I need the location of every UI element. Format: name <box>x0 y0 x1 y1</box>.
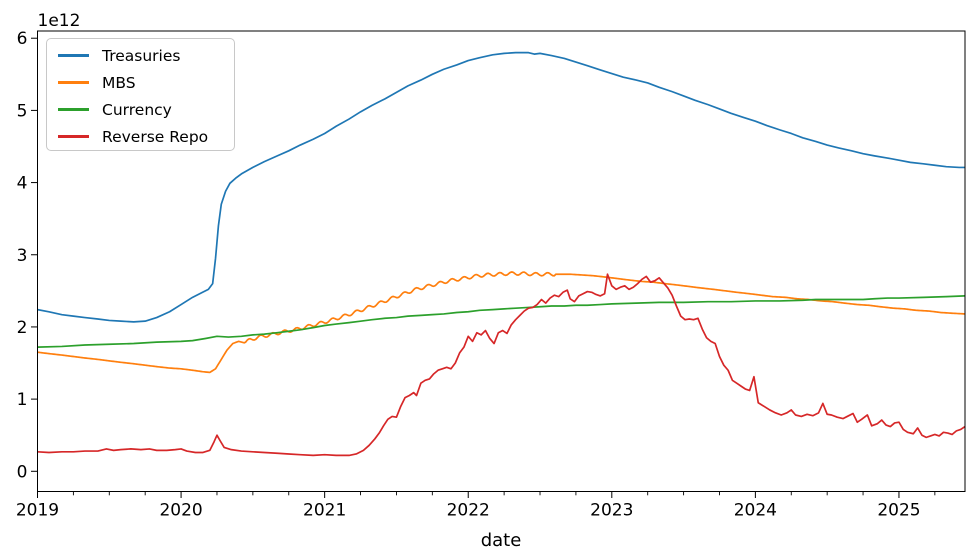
legend-label-mbs: MBS <box>102 73 136 92</box>
x-tick-label: 2024 <box>734 501 777 521</box>
legend: Treasuries MBS Currency Reverse Repo <box>46 38 235 151</box>
y-tick-label: 4 <box>17 174 28 194</box>
y-axis-ticks <box>31 37 38 472</box>
legend-item-reverse-repo: Reverse Repo <box>47 123 234 150</box>
series-line-reverse-repo <box>37 273 965 457</box>
legend-label-treasuries: Treasuries <box>102 46 181 65</box>
x-tick-label: 2022 <box>447 501 490 521</box>
x-tick-label: 2020 <box>159 501 202 521</box>
y-tick-label: 0 <box>17 462 28 482</box>
treasuries-line-swatch <box>58 54 89 57</box>
reverse-repo-line-swatch <box>58 135 89 138</box>
legend-item-currency: Currency <box>47 96 234 123</box>
currency-line-swatch <box>58 108 89 111</box>
legend-label-currency: Currency <box>102 100 172 119</box>
legend-item-treasuries: Treasuries <box>47 42 234 69</box>
chart-series-lines <box>37 51 965 457</box>
mbs-line-swatch <box>58 81 89 84</box>
x-axis-label: date <box>481 530 522 551</box>
x-axis-ticks <box>37 491 936 498</box>
axes-frame <box>37 30 966 492</box>
y-tick-label: 1 <box>17 390 28 410</box>
y-tick-label: 5 <box>17 101 28 121</box>
x-axis-tick-labels: 2019 2020 2021 2022 2023 2024 2025 <box>16 501 921 521</box>
legend-label-reverse-repo: Reverse Repo <box>102 127 209 146</box>
series-line-treasuries <box>37 51 965 323</box>
y-axis-tick-labels: 0 1 2 3 4 5 6 <box>17 29 28 482</box>
y-axis-offset-label: 1e12 <box>38 11 81 31</box>
x-tick-label: 2019 <box>16 501 59 521</box>
x-tick-label: 2025 <box>877 501 920 521</box>
series-line-mbs <box>37 271 965 374</box>
series-line-currency <box>37 295 965 348</box>
y-tick-label: 3 <box>17 246 28 266</box>
y-tick-label: 6 <box>17 29 28 49</box>
y-tick-label: 2 <box>17 318 28 338</box>
x-tick-label: 2023 <box>590 501 633 521</box>
x-tick-label: 2021 <box>303 501 346 521</box>
legend-item-mbs: MBS <box>47 69 234 96</box>
